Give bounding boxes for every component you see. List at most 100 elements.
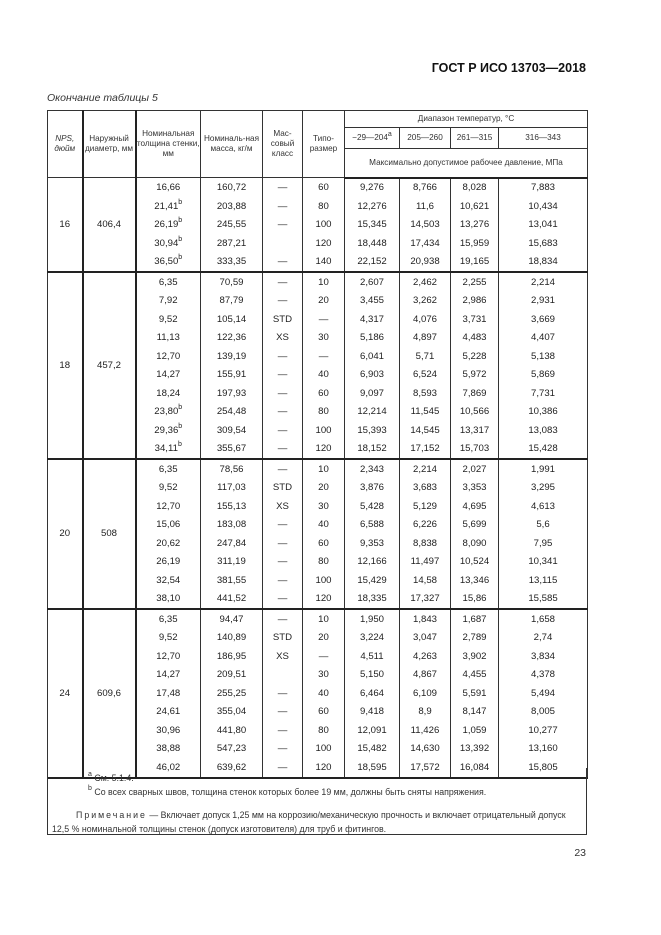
wall-thickness-cell: 6,35 <box>135 272 201 292</box>
wall-thickness-cell: 17,48 <box>135 684 201 703</box>
pressure-cell: 20,938 <box>399 252 451 273</box>
pressure-cell: 12,276 <box>344 197 400 216</box>
table-row: 21,41b 203,88—80 12,276 11,6 10,621 10,434 <box>48 197 589 216</box>
nps-cell: 16 <box>47 177 84 273</box>
table-row: 38,88 547,23—100 15,482 14,630 13,392 13,160 <box>48 739 589 758</box>
pressure-cell: 7,95 <box>497 534 589 553</box>
pressure-cell: 9,418 <box>344 702 400 721</box>
mass-class-cell: — <box>262 402 303 421</box>
table-row: 9,52 117,03 STD 20 3,876 3,683 3,353 3,295 <box>48 478 589 497</box>
pressure-cell: 6,588 <box>344 515 400 534</box>
pressure-cell: 5,972 <box>450 365 499 384</box>
table-row: 20 508 6,35 78,56—10 2,343 2,214 2,027 1,991 <box>47 459 589 610</box>
schedule-cell: 140 <box>302 252 345 273</box>
pressure-cell: 2,343 <box>344 459 400 479</box>
pressure-cell: 18,335 <box>344 589 400 610</box>
mass-cell: 197,93 <box>200 384 263 403</box>
schedule-cell: 20 <box>302 628 345 647</box>
pressure-cell: 15,393 <box>344 421 400 440</box>
header-temp-3: 261—315 <box>450 127 499 149</box>
pressure-cell: 5,6 <box>497 515 589 534</box>
table-body: 16 406,4 16,66 160,72—60 9,276 8,766 8,028 7,88… <box>47 177 589 779</box>
header-pressure: Максимально допустимое рабочее давление,… <box>343 148 589 179</box>
schedule-cell: 120 <box>302 439 345 460</box>
pressure-cell: 4,455 <box>450 665 499 684</box>
mass-class-cell: — <box>262 515 303 534</box>
mass-cell: 245,55 <box>200 215 263 234</box>
pressure-cell: 13,317 <box>450 421 499 440</box>
pressure-cell: 4,483 <box>450 328 499 347</box>
pressure-cell: 1,059 <box>450 721 499 740</box>
pressure-cell: 18,448 <box>344 234 400 253</box>
wall-thickness-cell: 14,27 <box>135 365 201 384</box>
pressure-cell: 7,883 <box>497 177 589 197</box>
mass-class-cell: — <box>262 589 303 610</box>
mass-class-cell: — <box>262 721 303 740</box>
wall-thickness-cell: 9,52 <box>135 478 201 497</box>
table-footnotes: a См. 5.1.4. b Со всех сварных швов, тол… <box>47 768 587 835</box>
header-wall-thickness: Номинальная толщина стенки, мм <box>135 110 201 178</box>
mass-class-cell: STD <box>262 310 303 329</box>
mass-cell: 70,59 <box>200 272 263 292</box>
pressure-cell: 10,524 <box>450 552 499 571</box>
wall-thickness-cell: 15,06 <box>135 515 201 534</box>
wall-thickness-cell: 24,61 <box>135 702 201 721</box>
mass-class-cell: — <box>262 215 303 234</box>
pressure-cell: 12,214 <box>344 402 400 421</box>
table-row: 30,96 441,80—80 12,091 11,426 1,059 10,277 <box>48 721 589 740</box>
schedule-cell: 40 <box>302 515 345 534</box>
page-number: 23 <box>574 847 586 859</box>
pressure-cell: 13,276 <box>450 215 499 234</box>
pressure-cell: 2,214 <box>497 272 589 292</box>
pressure-cell: 15,703 <box>450 439 499 460</box>
pressure-cell: 10,566 <box>450 402 499 421</box>
wall-thickness-cell: 12,70 <box>135 647 201 666</box>
pressure-cell: 10,434 <box>497 197 589 216</box>
mass-cell: 160,72 <box>200 177 263 197</box>
pressure-cell: 15,805 <box>497 758 589 779</box>
pressure-cell: 8,090 <box>450 534 499 553</box>
mass-cell: 254,48 <box>200 402 263 421</box>
pressure-cell: 15,959 <box>450 234 499 253</box>
pressure-cell: 5,869 <box>497 365 589 384</box>
schedule-cell: 100 <box>302 739 345 758</box>
outer-diameter-cell: 457,2 <box>82 272 137 460</box>
header-temp-2: 205—260 <box>399 127 451 149</box>
mass-cell: 255,25 <box>200 684 263 703</box>
wall-thickness-cell: 12,70 <box>135 347 201 366</box>
pressure-cell: 15,428 <box>497 439 589 460</box>
schedule-cell: 80 <box>302 552 345 571</box>
table-row: 38,10 441,52—120 18,335 17,327 15,86 15,585 <box>48 589 589 610</box>
pressure-cell: 6,524 <box>399 365 451 384</box>
table-row: 7,92 87,79—20 3,455 3,262 2,986 2,931 <box>48 291 589 310</box>
pressure-cell: 15,429 <box>344 571 400 590</box>
pressure-cell: 6,109 <box>399 684 451 703</box>
mass-class-cell: — <box>262 702 303 721</box>
pressure-cell: 9,276 <box>344 177 400 197</box>
table-row: 20,62 247,84—60 9,353 8,838 8,090 7,95 <box>48 534 589 553</box>
wall-thickness-cell: 14,27 <box>135 665 201 684</box>
mass-cell: 287,21 <box>200 234 263 253</box>
footnote-b: b Со всех сварных швов, толщина стенок к… <box>88 785 487 797</box>
pressure-cell: 5,150 <box>344 665 400 684</box>
pressure-cell: 7,731 <box>497 384 589 403</box>
pressure-cell: 6,903 <box>344 365 400 384</box>
pressure-cell: 8,766 <box>399 177 451 197</box>
schedule-cell: 30 <box>302 665 345 684</box>
header-temp-1: −29—204a <box>344 127 400 149</box>
pressure-cell: 4,511 <box>344 647 400 666</box>
mass-class-cell: — <box>262 252 303 273</box>
schedule-cell: 40 <box>302 684 345 703</box>
schedule-cell: 40 <box>302 365 345 384</box>
table-row: 16 406,4 16,66 160,72—60 9,276 8,766 8,028 7,88… <box>47 177 589 273</box>
footnote-a: a См. 5.1.4. <box>88 771 134 783</box>
pressure-cell: 3,224 <box>344 628 400 647</box>
mass-cell: 441,80 <box>200 721 263 740</box>
mass-class-cell: — <box>262 459 303 479</box>
schedule-cell: 10 <box>302 459 345 479</box>
wall-thickness-cell: 21,41b <box>135 197 201 216</box>
pressure-cell: 2,931 <box>497 291 589 310</box>
schedule-cell: 20 <box>302 478 345 497</box>
table-row: 18,24 197,93—60 9,097 8,593 7,869 7,731 <box>48 384 589 403</box>
pressure-cell: 4,263 <box>399 647 451 666</box>
